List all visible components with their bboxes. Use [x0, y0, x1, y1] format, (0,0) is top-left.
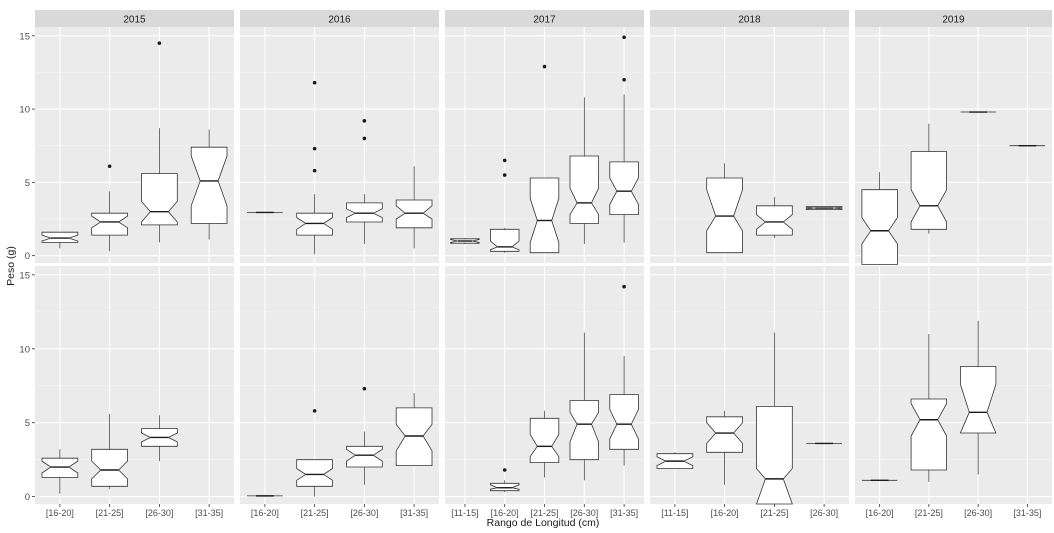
- outlier-point: [502, 173, 507, 177]
- notched-box: [861, 189, 898, 265]
- x-tick-label: [11-15]: [661, 508, 688, 518]
- y-tick-label: 15: [19, 31, 30, 42]
- x-tick-label: [31-35]: [1013, 508, 1041, 518]
- notched-box: [91, 212, 128, 236]
- notched-box: [910, 398, 947, 471]
- notched-box: [346, 202, 383, 223]
- x-axis-title: Rango de Longitud (cm): [487, 517, 600, 528]
- notched-box: [755, 405, 793, 505]
- x-tick-label: [31-35]: [610, 508, 638, 518]
- outlier-point: [622, 77, 626, 82]
- notched-box: [706, 416, 743, 453]
- notched-box: [41, 457, 79, 478]
- x-tick-label: [16-20]: [251, 508, 279, 518]
- notched-box: [959, 366, 997, 434]
- outlier-point: [542, 64, 547, 69]
- outlier-point: [622, 284, 626, 289]
- panel-background: [240, 266, 439, 504]
- x-tick-label: [26-30]: [570, 508, 598, 518]
- notched-box: [609, 161, 639, 216]
- outlier-point: [157, 41, 162, 45]
- notched-box: [91, 448, 128, 487]
- outlier-point: [362, 136, 367, 141]
- outlier-point: [622, 35, 626, 40]
- y-tick-label: 10: [19, 344, 30, 355]
- x-tick-label: [16-20]: [46, 508, 74, 518]
- facet-strip: [240, 10, 439, 27]
- notched-box: [190, 146, 228, 224]
- facet-strip: [855, 10, 1052, 27]
- outlier-point: [362, 119, 367, 123]
- outlier-point: [502, 468, 507, 472]
- x-tick-label: [21-25]: [301, 508, 329, 518]
- x-tick-label: [11-15]: [451, 508, 478, 518]
- notched-box: [706, 177, 743, 254]
- x-tick-label: [31-35]: [195, 508, 223, 518]
- notched-box: [529, 177, 560, 254]
- panel-background: [855, 266, 1052, 504]
- y-tick-label: 15: [19, 270, 30, 281]
- notched-box: [529, 417, 560, 464]
- notched-box: [489, 482, 520, 492]
- y-tick-label: 0: [25, 492, 30, 503]
- outlier-point: [107, 164, 112, 169]
- notched-box: [609, 394, 639, 450]
- x-tick-label: [21-25]: [760, 508, 788, 518]
- x-tick-label: [26-30]: [350, 508, 378, 518]
- outlier-point: [502, 158, 507, 163]
- facet-label: 2019: [942, 15, 965, 26]
- y-axis-title: Peso (g): [5, 246, 17, 286]
- notched-box: [141, 173, 178, 226]
- x-tick-label: [16-20]: [711, 508, 739, 518]
- panel-background: [650, 27, 849, 263]
- outlier-point: [312, 146, 317, 151]
- notched-box: [569, 400, 599, 461]
- notched-box: [41, 231, 79, 243]
- outlier-point: [312, 409, 317, 413]
- notched-box: [489, 228, 520, 252]
- x-tick-label: [26-30]: [964, 508, 992, 518]
- facet-strip: [35, 10, 234, 27]
- facet-label: 2018: [738, 15, 761, 26]
- notched-box: [296, 212, 333, 236]
- x-tick-label: [21-25]: [530, 508, 558, 518]
- notched-box: [395, 199, 433, 229]
- x-tick-label: [26-30]: [810, 508, 838, 518]
- x-tick-label: [21-25]: [915, 508, 943, 518]
- facet-label: 2016: [328, 15, 351, 26]
- y-tick-label: 10: [19, 105, 30, 116]
- facet-strip: [650, 10, 849, 27]
- notched-box: [296, 459, 333, 487]
- notched-box: [346, 445, 383, 468]
- y-tick-label: 0: [25, 251, 30, 262]
- x-tick-label: [31-35]: [400, 508, 428, 518]
- outlier-point: [312, 168, 317, 173]
- x-tick-label: [26-30]: [145, 508, 173, 518]
- outlier-point: [312, 80, 317, 85]
- y-tick-label: 5: [25, 178, 30, 189]
- y-tick-label: 5: [25, 418, 30, 429]
- panel-background: [35, 27, 234, 263]
- notched-box: [910, 151, 947, 230]
- x-tick-label: [16-20]: [491, 508, 519, 518]
- notched-box: [395, 407, 433, 467]
- outlier-point: [362, 386, 367, 391]
- notched-box: [569, 155, 599, 224]
- facet-label: 2015: [123, 15, 146, 26]
- facet-strip: [445, 10, 644, 27]
- facet-label: 2017: [533, 15, 556, 26]
- x-tick-label: [21-25]: [96, 508, 124, 518]
- notched-box: [756, 205, 793, 236]
- x-tick-label: [16-20]: [866, 508, 894, 518]
